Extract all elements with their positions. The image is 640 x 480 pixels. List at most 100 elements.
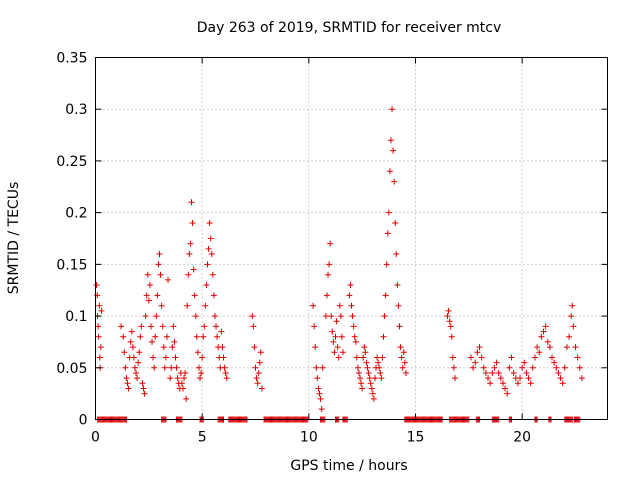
data-point — [123, 375, 130, 382]
data-point — [219, 344, 226, 351]
data-point — [333, 318, 340, 325]
data-point — [190, 266, 197, 273]
data-point — [497, 375, 504, 382]
data-points — [93, 106, 585, 423]
data-point — [382, 292, 389, 299]
data-point — [192, 313, 199, 320]
data-point — [137, 333, 144, 340]
data-point — [561, 364, 568, 371]
data-point — [178, 380, 185, 387]
data-point — [397, 344, 404, 351]
data-point — [387, 137, 394, 144]
data-point — [189, 219, 196, 226]
y-tick-label: 0.25 — [56, 154, 87, 170]
data-point — [402, 369, 409, 376]
data-point — [93, 282, 100, 289]
data-point — [378, 375, 385, 382]
data-point — [131, 364, 138, 371]
data-point — [376, 364, 383, 371]
data-point — [489, 369, 496, 376]
data-point — [336, 302, 343, 309]
data-point — [540, 328, 547, 335]
data-point — [174, 375, 181, 382]
data-point — [141, 390, 148, 397]
data-point — [221, 364, 228, 371]
data-point — [474, 349, 481, 356]
data-point — [218, 328, 225, 335]
data-point — [529, 364, 536, 371]
data-point — [357, 375, 364, 382]
data-point — [450, 364, 457, 371]
data-point — [381, 313, 388, 320]
data-point — [551, 359, 558, 366]
data-point — [214, 333, 221, 340]
data-point — [521, 359, 528, 366]
data-point — [493, 359, 500, 366]
data-point — [201, 323, 208, 330]
x-axis-label: GPS time / hours — [290, 458, 407, 474]
data-point — [385, 209, 392, 216]
data-point — [314, 375, 321, 382]
data-point — [527, 380, 534, 387]
data-point — [379, 354, 386, 361]
data-point — [223, 375, 230, 382]
data-point — [377, 369, 384, 376]
y-axis-label: SRMTID / TECUs — [6, 182, 22, 295]
data-point — [393, 251, 400, 258]
data-point — [487, 380, 494, 387]
data-point — [390, 147, 397, 154]
data-point — [151, 364, 158, 371]
data-point — [544, 338, 551, 345]
data-point — [210, 292, 217, 299]
data-point — [538, 333, 545, 340]
data-point — [122, 364, 129, 371]
data-point — [157, 271, 164, 278]
data-point — [322, 313, 329, 320]
data-point — [325, 271, 332, 278]
data-point — [365, 369, 372, 376]
data-point — [569, 302, 576, 309]
data-point — [205, 245, 212, 252]
data-point — [317, 395, 324, 402]
data-point — [140, 385, 147, 392]
data-point — [96, 302, 103, 309]
data-point — [349, 313, 356, 320]
data-point — [129, 344, 136, 351]
data-point — [156, 251, 163, 258]
data-point — [536, 349, 543, 356]
data-point — [380, 333, 387, 340]
x-tick-label: 15 — [407, 430, 425, 446]
data-point — [150, 354, 157, 361]
data-point — [312, 344, 319, 351]
data-point — [206, 219, 213, 226]
x-tick-label: 20 — [513, 430, 531, 446]
data-point — [127, 338, 134, 345]
data-point — [350, 323, 357, 330]
data-point — [358, 380, 365, 387]
data-point — [476, 344, 483, 351]
data-point — [531, 354, 538, 361]
x-tick-label: 5 — [198, 430, 207, 446]
data-point — [179, 385, 186, 392]
data-point — [347, 282, 354, 289]
data-point — [553, 364, 560, 371]
data-point — [353, 354, 360, 361]
data-point — [444, 313, 451, 320]
data-point — [255, 369, 262, 376]
data-point — [389, 106, 396, 113]
data-point — [330, 338, 337, 345]
data-point — [326, 261, 333, 268]
data-point — [254, 380, 261, 387]
data-point — [323, 292, 330, 299]
data-point — [398, 354, 405, 361]
data-point — [327, 240, 334, 247]
data-point — [154, 292, 161, 299]
data-point — [360, 354, 367, 361]
data-point — [392, 219, 399, 226]
data-point — [542, 323, 549, 330]
data-point — [559, 380, 566, 387]
data-point — [445, 307, 452, 314]
data-point — [570, 323, 577, 330]
data-point — [467, 354, 474, 361]
